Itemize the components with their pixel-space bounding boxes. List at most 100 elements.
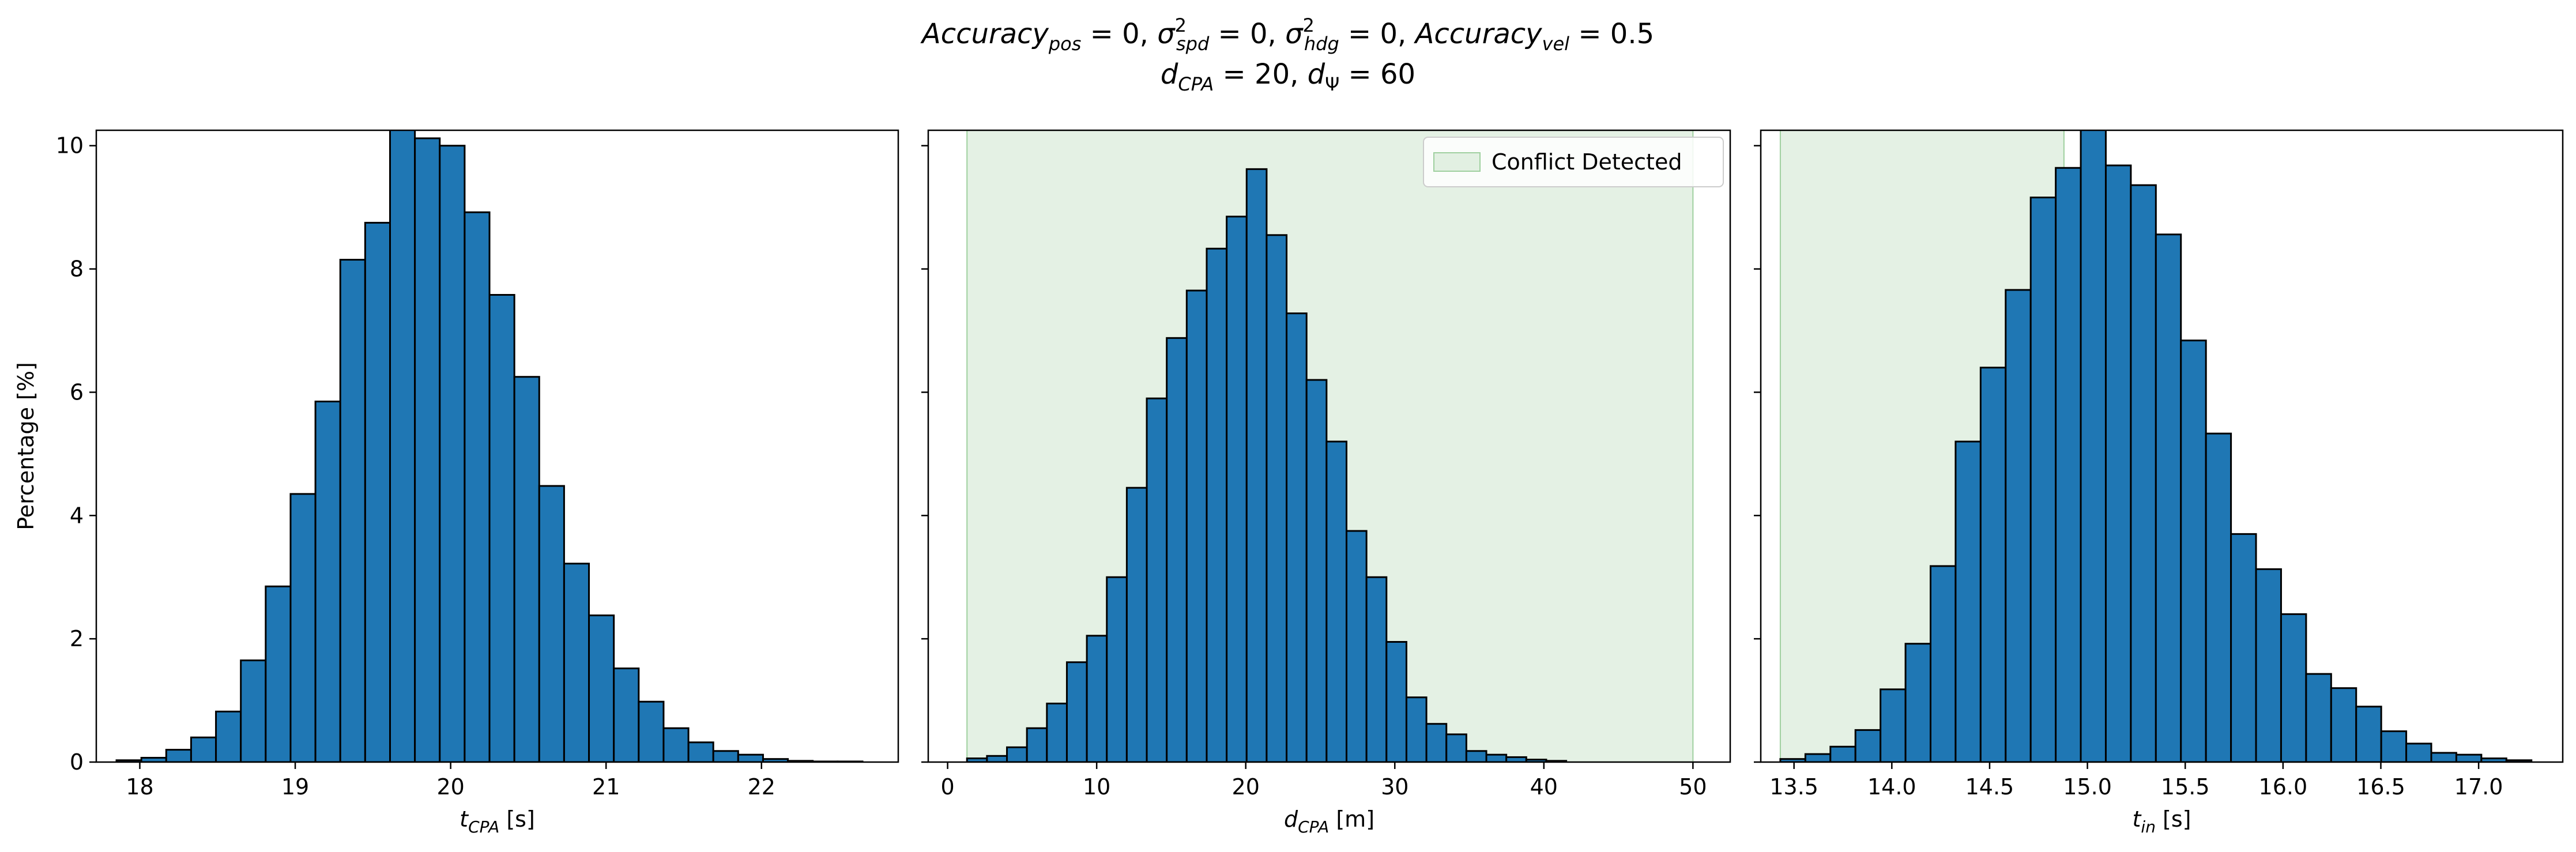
y-tick-label: 0 [70, 749, 84, 775]
histogram-bar [2330, 687, 2357, 762]
x-tick-label: 22 [748, 774, 775, 800]
histogram-bar [1125, 487, 1148, 762]
histogram-bar [2430, 752, 2457, 762]
histogram-bar [2029, 197, 2057, 762]
histogram-bar [1166, 337, 1188, 762]
x-tick-label: 10 [1083, 774, 1110, 800]
histogram-bar [2055, 167, 2082, 762]
histogram-bar [1305, 379, 1328, 762]
histogram-bar [2080, 130, 2107, 762]
histogram-bar [2505, 759, 2533, 762]
histogram-bar [1365, 576, 1388, 762]
x-tick-label: 30 [1381, 774, 1408, 800]
histogram-bar [2130, 184, 2157, 762]
x-tick-label: 20 [436, 774, 464, 800]
histogram-bar [613, 667, 640, 762]
chart-title-line-1: Accuracypos = 0, σ2 spd = 0, σ2 hdg = 0, A… [920, 14, 1654, 55]
histogram-bar [1286, 312, 1308, 762]
y-tick-label: 4 [70, 503, 84, 528]
x-tick-label: 15.0 [2063, 774, 2112, 800]
y-axis-label: Percentage [%] [13, 362, 39, 530]
histogram-bar [364, 221, 391, 762]
x-axis-label: tCPA [s] [460, 806, 535, 836]
x-tick-label: 16.0 [2259, 774, 2308, 800]
x-tick-label: 50 [1679, 774, 1707, 800]
x-tick-label: 21 [592, 774, 620, 800]
histogram-bar [1325, 440, 1347, 762]
histogram-bar [190, 736, 217, 762]
histogram-bar [1405, 696, 1428, 762]
histogram-bar [1804, 753, 1832, 762]
histogram-bar [1006, 746, 1028, 762]
histogram-bar [1245, 168, 1268, 762]
chart-title-line-2: dCPA = 20, dΨ = 60 [1161, 58, 1415, 95]
histogram-bar [165, 749, 192, 762]
histogram-panel-dcpa: 0 10 20 30 40 50 dCPA [m] Conflict Detected [921, 129, 1731, 836]
histogram-bar [439, 145, 466, 762]
histogram-bar [1106, 576, 1128, 762]
histogram-bar [2104, 164, 2132, 762]
x-tick-label: 17.0 [2454, 774, 2503, 800]
histogram-bar [488, 293, 515, 762]
histogram-bar [2305, 673, 2332, 762]
histogram-bar [2405, 742, 2432, 762]
histogram-bar [687, 741, 714, 762]
histogram-bar [1904, 643, 1931, 762]
x-axis-label: tin [s] [2133, 806, 2191, 836]
histogram-bar [1465, 750, 1487, 762]
histogram-bar [2380, 730, 2408, 762]
histogram-bar [2355, 706, 2382, 762]
histogram-bar [2280, 613, 2307, 762]
legend: Conflict Detected [1423, 137, 1724, 187]
histogram-bar [2230, 533, 2257, 762]
histogram-bar [1146, 397, 1168, 762]
histogram-bar [265, 585, 292, 762]
histogram-bar [2155, 233, 2182, 762]
histogram-bar [563, 563, 590, 762]
histogram-bar [1485, 753, 1508, 762]
histogram-bar [289, 493, 317, 762]
histogram-bar [638, 700, 665, 762]
histogram-bar [2005, 289, 2032, 762]
histogram-bar [314, 400, 341, 762]
histogram-bar [2205, 432, 2232, 762]
x-tick-label: 15.5 [2161, 774, 2210, 800]
histogram-bar [414, 137, 441, 762]
histogram-bar [1086, 635, 1108, 762]
x-tick-label: 20 [1232, 774, 1260, 800]
histogram-bar [339, 259, 366, 762]
histogram-bar [1206, 247, 1228, 762]
histogram-bar [1425, 723, 1448, 762]
histogram-panel-tcpa: 0 2 4 6 8 10 18 19 20 21 22 tCPA [s] Percentage [%] [13, 129, 899, 836]
y-tick-label: 10 [56, 133, 84, 159]
y-tick-label: 8 [70, 257, 84, 282]
x-tick-label: 13.5 [1769, 774, 1818, 800]
x-tick-label: 18 [126, 774, 153, 800]
x-tick-label: 40 [1530, 774, 1558, 800]
histogram-bar [737, 753, 764, 762]
histogram-bar [1880, 688, 1907, 762]
histogram-bar [1385, 640, 1407, 762]
histogram-bar [464, 211, 491, 762]
histogram-bar [389, 130, 416, 762]
plot-area [1779, 130, 2533, 762]
histogram-bar [1046, 702, 1068, 762]
axes-frame [927, 129, 1731, 763]
histogram-bar [1065, 661, 1088, 762]
histogram-bar [588, 615, 615, 762]
x-axis-label: dCPA [m] [1284, 806, 1374, 836]
histogram-bar [2255, 568, 2282, 762]
legend-swatch [1433, 152, 1481, 172]
histogram-bar [1854, 729, 1882, 762]
histogram-bar [2180, 340, 2207, 762]
histogram-bar [1226, 216, 1248, 762]
histogram-panel-tin: 13.5 14.0 14.5 15.0 15.5 16.0 16.5 17.0 tin [s] [1754, 129, 2564, 836]
histogram-bar [712, 750, 739, 762]
x-tick-label: 19 [281, 774, 309, 800]
histogram-bar [2455, 753, 2483, 762]
x-tick-label: 0 [941, 774, 955, 800]
histogram-bar [1185, 289, 1208, 762]
histogram-bar [1929, 565, 1957, 762]
histogram-bar [1954, 440, 1982, 762]
